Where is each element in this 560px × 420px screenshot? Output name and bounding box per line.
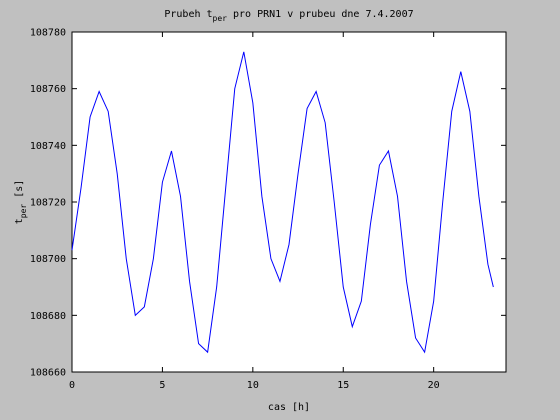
- y-tick-label: 108720: [30, 198, 66, 209]
- y-axis-label: tper [s]: [14, 180, 28, 225]
- x-tick-label: 10: [247, 380, 259, 391]
- x-axis-label: cas [h]: [268, 402, 310, 413]
- ylabel-text: [s]: [14, 180, 25, 204]
- title-text: pro PRN1 v prubeu dne 7.4.2007: [227, 9, 414, 20]
- y-tick-label: 108760: [30, 84, 66, 95]
- x-tick-label: 15: [337, 380, 349, 391]
- chart-title: Prubeh tper pro PRN1 v prubeu dne 7.4.20…: [164, 9, 413, 23]
- y-tick-label: 108660: [30, 368, 66, 379]
- ylabel-text: t: [14, 218, 25, 224]
- title-text: Prubeh t: [164, 9, 212, 20]
- x-tick-label: 20: [428, 380, 440, 391]
- x-tick-label: 5: [159, 380, 165, 391]
- ylabel-subscript: per: [19, 204, 28, 219]
- y-tick-label: 108680: [30, 311, 66, 322]
- plot-area: [71, 31, 507, 373]
- y-tick-label: 108740: [30, 141, 66, 152]
- data-line: [71, 51, 494, 354]
- y-tick-label: 108700: [30, 254, 66, 265]
- y-tick-label: 108780: [30, 28, 66, 39]
- title-subscript: per: [213, 14, 228, 23]
- x-tick-label: 0: [69, 380, 75, 391]
